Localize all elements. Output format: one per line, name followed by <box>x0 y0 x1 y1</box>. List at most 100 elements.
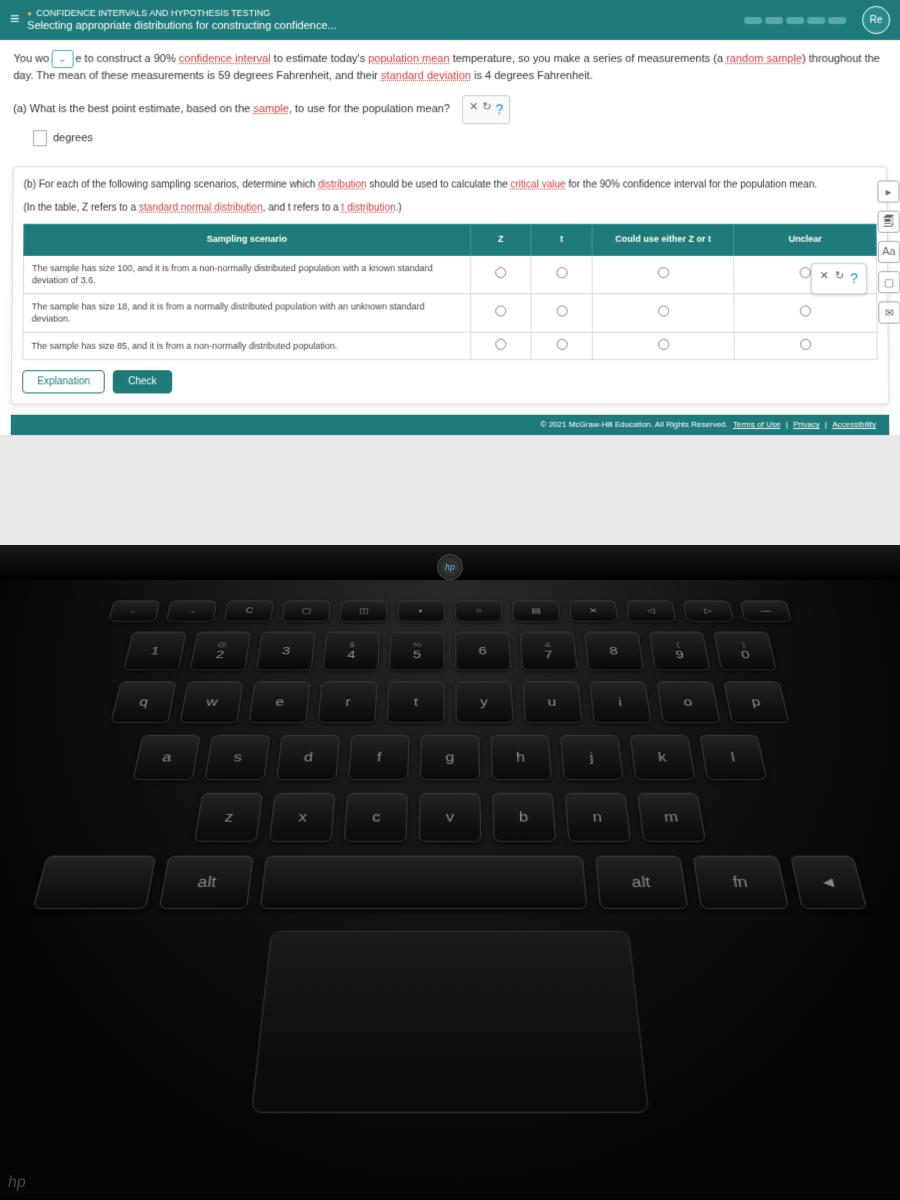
key[interactable]: ○ <box>455 600 503 621</box>
radio-unclear[interactable] <box>800 267 811 278</box>
key[interactable]: k <box>630 735 696 780</box>
key[interactable]: — <box>740 600 792 621</box>
side-icon[interactable]: ▢ <box>878 271 900 293</box>
link-critical-value[interactable]: critical value <box>510 179 565 190</box>
key[interactable]: )0 <box>713 632 777 671</box>
header-button[interactable]: Re <box>862 6 890 34</box>
explanation-button[interactable]: Explanation <box>22 371 105 394</box>
key[interactable]: ▢ <box>282 600 331 621</box>
key[interactable]: @2 <box>190 632 252 671</box>
privacy-link[interactable]: Privacy <box>793 420 819 429</box>
fn-key[interactable]: fn <box>693 856 790 909</box>
reset-icon[interactable]: ↻ <box>835 268 844 289</box>
key[interactable]: u <box>522 681 582 723</box>
key[interactable]: ◁ <box>626 600 676 621</box>
key[interactable]: n <box>565 793 632 842</box>
key[interactable]: r <box>317 681 377 723</box>
key[interactable]: %5 <box>389 632 445 671</box>
key[interactable]: y <box>455 681 513 723</box>
link-t-dist[interactable]: t distribution <box>341 203 395 214</box>
radio-t[interactable] <box>556 267 567 278</box>
key[interactable]: ▷ <box>683 600 734 621</box>
part-b-panel: (b) For each of the following sampling s… <box>11 166 889 405</box>
key[interactable]: 3 <box>256 632 316 671</box>
radio-t[interactable] <box>556 305 567 316</box>
key[interactable]: j <box>560 735 624 780</box>
radio-unclear[interactable] <box>800 305 811 316</box>
reset-icon[interactable]: ↻ <box>482 99 491 120</box>
key[interactable]: a <box>133 735 201 780</box>
key[interactable]: v <box>419 793 482 842</box>
key[interactable]: ✕ <box>569 600 618 621</box>
radio-z[interactable] <box>495 339 506 350</box>
accessibility-link[interactable]: Accessibility <box>832 420 876 429</box>
key[interactable]: C <box>224 600 274 621</box>
key[interactable]: (9 <box>649 632 711 671</box>
radio-z[interactable] <box>495 305 506 316</box>
key[interactable]: ◄ <box>790 856 867 909</box>
key[interactable]: e <box>248 681 310 723</box>
dropdown-icon[interactable]: ⌄ <box>51 50 73 68</box>
key[interactable]: w <box>179 681 243 723</box>
side-icon[interactable]: ▸ <box>877 180 899 202</box>
check-button[interactable]: Check <box>113 371 172 394</box>
key[interactable]: o <box>656 681 720 723</box>
clear-icon[interactable]: ✕ <box>819 268 828 289</box>
link-distribution[interactable]: distribution <box>318 179 367 190</box>
key[interactable]: b <box>492 793 556 842</box>
radio-either[interactable] <box>658 305 669 316</box>
key[interactable]: x <box>269 793 336 842</box>
side-icon[interactable]: ✉ <box>878 301 900 323</box>
key[interactable]: 8 <box>584 632 644 671</box>
key[interactable]: i <box>589 681 651 723</box>
key[interactable]: 1 <box>123 632 187 671</box>
answer-input[interactable] <box>33 130 47 146</box>
key[interactable]: h <box>490 735 552 780</box>
key[interactable]: ← <box>108 600 160 621</box>
key[interactable]: 6 <box>455 632 511 671</box>
col-unclear: Unclear <box>734 224 876 255</box>
radio-z[interactable] <box>495 267 506 278</box>
key[interactable]: f <box>348 735 410 780</box>
alt-key[interactable]: alt <box>595 856 688 909</box>
touchpad[interactable] <box>251 931 649 1114</box>
side-icon[interactable]: Aa <box>878 241 900 263</box>
key[interactable]: q <box>110 681 176 723</box>
link-confidence-interval[interactable]: confidence interval <box>179 53 271 65</box>
help-icon[interactable]: ? <box>850 268 858 289</box>
key[interactable] <box>33 856 157 909</box>
key[interactable]: d <box>276 735 340 780</box>
col-z: Z <box>470 224 531 255</box>
key[interactable]: &7 <box>520 632 578 671</box>
key[interactable]: ▤ <box>512 600 561 621</box>
key[interactable]: ◐ <box>397 600 445 621</box>
link-sample[interactable]: sample <box>253 103 289 115</box>
help-icon[interactable]: ? <box>496 99 504 120</box>
spacebar-key[interactable] <box>260 856 588 909</box>
key[interactable]: g <box>420 735 480 780</box>
key[interactable]: p <box>723 681 789 723</box>
key[interactable]: l <box>699 735 767 780</box>
key[interactable]: m <box>637 793 706 842</box>
radio-t[interactable] <box>556 339 567 350</box>
link-random-sample[interactable]: random sample <box>726 53 802 65</box>
menu-icon[interactable]: ≡ <box>10 11 19 29</box>
key[interactable]: $4 <box>322 632 380 671</box>
terms-link[interactable]: Terms of Use <box>733 420 781 429</box>
side-icon[interactable]: 🗐 <box>878 211 900 233</box>
radio-either[interactable] <box>658 267 669 278</box>
key[interactable]: t <box>387 681 445 723</box>
key[interactable]: → <box>166 600 217 621</box>
clear-icon[interactable]: ✕ <box>469 99 478 120</box>
alt-key[interactable]: alt <box>159 856 254 909</box>
lesson-header: ≡ ● CONFIDENCE INTERVALS AND HYPOTHESIS … <box>0 0 900 40</box>
link-standard-deviation[interactable]: standard deviation <box>381 70 471 82</box>
key[interactable]: c <box>344 793 408 842</box>
radio-unclear[interactable] <box>800 339 811 350</box>
key[interactable]: ◫ <box>339 600 388 621</box>
key[interactable]: s <box>204 735 270 780</box>
link-std-normal[interactable]: standard normal distribution <box>139 203 263 214</box>
key[interactable]: z <box>194 793 263 842</box>
link-population-mean[interactable]: population mean <box>368 53 449 65</box>
radio-either[interactable] <box>658 339 669 350</box>
